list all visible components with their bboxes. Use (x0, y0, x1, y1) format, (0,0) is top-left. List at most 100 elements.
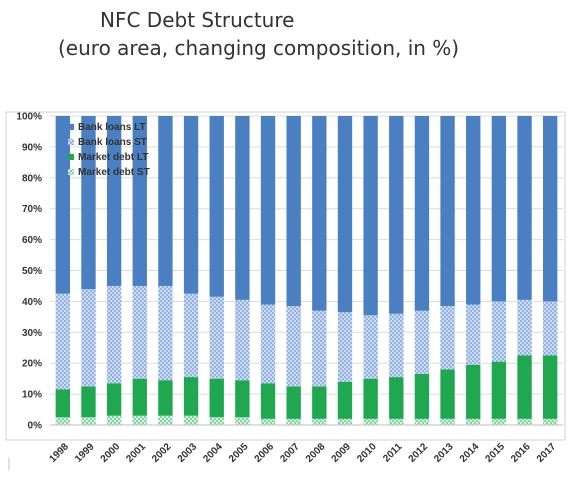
bar-segment-market-debt-lt (132, 378, 147, 416)
bar-segment-bank-loans-lt (542, 116, 558, 302)
y-tick-label: 20% (22, 359, 42, 370)
legend-swatch-market-debt-st (68, 169, 74, 175)
bar-segment-bank-loans-st (389, 313, 404, 378)
bar-segment-bank-loans-st (517, 299, 532, 356)
legend-swatch-bank-loans-st (68, 139, 74, 145)
legend-label-bank-loans-st: Bank loans ST (78, 137, 147, 148)
legend: Bank loans LT Bank loans ST Market debt LT… (68, 122, 150, 178)
plot-frame (5, 111, 566, 441)
bar-segment-bank-loans-st (363, 315, 378, 379)
y-tick-label: 100% (16, 112, 42, 123)
bar-segment-bank-loans-st (183, 293, 199, 378)
x-tick-label: 2012 (407, 441, 431, 465)
bar-segment-market-debt-lt (414, 374, 430, 419)
bar-segment-market-debt-lt (158, 380, 173, 416)
bar-segment-market-debt-lt (517, 355, 532, 419)
x-axis: 1998 1999 2000 2001 2002 2003 2004 2005 2006 2007… (8, 424, 563, 470)
bar-segment-bank-loans-lt (312, 116, 327, 311)
bar-segment-bank-loans-lt (158, 116, 173, 286)
bar-segment-bank-loans-st (286, 306, 301, 387)
bar-segment-bank-loans-st (209, 296, 224, 379)
bar-segment-market-debt-st (542, 418, 558, 425)
legend-swatch-bank-loans-lt (68, 124, 74, 130)
bar-segment-market-debt-lt (440, 369, 455, 419)
bar-segment-bank-loans-st (466, 304, 481, 365)
bar-segment-market-debt-lt (389, 377, 404, 419)
bar-segment-market-debt-lt (542, 355, 558, 419)
x-tick-label: 2007 (278, 441, 302, 465)
bar-segment-bank-loans-st (440, 306, 455, 370)
bar-segment-bank-loans-lt (389, 116, 404, 314)
y-tick-label: 30% (22, 328, 42, 339)
bar-segment-market-debt-lt (235, 380, 250, 418)
y-tick-label: 0% (28, 421, 43, 432)
x-tick-label: 2017 (535, 441, 559, 465)
bar-segment-market-debt-lt (312, 386, 327, 419)
bar-segment-bank-loans-st (337, 312, 353, 382)
x-tick-label: 2015 (483, 441, 507, 465)
legend-label-market-debt-st: Market debt ST (78, 167, 150, 178)
bar-segment-bank-loans-st (132, 285, 147, 379)
x-tick-label: 2016 (509, 441, 533, 465)
bar-segment-market-debt-lt (81, 386, 96, 418)
bar-segment-market-debt-st (337, 418, 353, 425)
bar-segment-market-debt-lt (183, 377, 199, 416)
x-tick-label: 1999 (73, 441, 97, 465)
bar-segment-market-debt-st (440, 418, 455, 425)
y-tick-label: 70% (22, 204, 42, 215)
bar-segment-bank-loans-lt (440, 116, 455, 307)
bar-segment-bank-loans-st (81, 289, 96, 387)
x-tick-label: 2008 (304, 441, 328, 465)
bar-stacks (55, 116, 558, 425)
bar-segment-bank-loans-lt (466, 116, 481, 305)
bar-segment-market-debt-lt (286, 386, 301, 419)
y-tick-label: 40% (22, 297, 42, 308)
x-tick-label: 2013 (432, 441, 456, 465)
bar-segment-market-debt-st (158, 415, 173, 425)
bar-segment-bank-loans-st (491, 301, 507, 362)
x-tick-label: 2006 (253, 441, 277, 465)
bar-segment-bank-loans-st (312, 310, 327, 387)
chart-title: NFC Debt Structure (100, 8, 295, 32)
bar-segment-bank-loans-st (542, 301, 558, 356)
x-tick-label: 2011 (381, 441, 404, 464)
x-tick-label: 2010 (355, 441, 379, 465)
x-tick-label: 2000 (99, 441, 123, 465)
bar-segment-market-debt-st (312, 418, 327, 425)
y-tick-label: 50% (22, 266, 42, 277)
bar-segment-market-debt-lt (337, 381, 353, 419)
bar-segment-bank-loans-lt (106, 116, 122, 286)
bar-segment-market-debt-lt (209, 378, 224, 418)
bar-segment-market-debt-st (132, 415, 147, 425)
bar-segment-market-debt-st (81, 417, 96, 425)
x-tick-label: 2003 (176, 441, 200, 465)
bar-segment-market-debt-lt (363, 378, 378, 419)
x-tick-label: 2005 (227, 441, 251, 465)
legend-label-market-debt-lt: Market debt LT (78, 152, 148, 163)
bar-segment-bank-loans-lt (183, 116, 199, 294)
x-tick-label: 1998 (47, 441, 71, 465)
y-tick-label: 60% (22, 235, 42, 246)
bar-segment-bank-loans-lt (55, 116, 71, 294)
bar-segment-market-debt-st (106, 415, 122, 425)
x-tick-label: 2004 (201, 441, 225, 465)
bar-segment-market-debt-st (466, 418, 481, 425)
bar-segment-market-debt-st (491, 418, 507, 425)
bar-segment-bank-loans-lt (260, 116, 276, 305)
bar-segment-market-debt-st (209, 417, 224, 425)
bar-segment-bank-loans-lt (132, 116, 147, 286)
bar-segment-market-debt-st (183, 415, 199, 425)
bar-segment-bank-loans-lt (209, 116, 224, 297)
bar-segment-market-debt-st (389, 418, 404, 425)
bar-segment-bank-loans-st (235, 299, 250, 381)
bar-segment-market-debt-lt (466, 364, 481, 419)
y-tick-label: 90% (22, 142, 42, 153)
bar-segment-market-debt-lt (55, 389, 71, 418)
y-tick-label: 10% (22, 390, 42, 401)
bar-segment-bank-loans-lt (337, 116, 353, 313)
bar-segment-bank-loans-lt (363, 116, 378, 316)
bar-segment-bank-loans-lt (81, 116, 96, 290)
bar-segment-bank-loans-lt (414, 116, 430, 311)
legend-label-bank-loans-lt: Bank loans LT (78, 122, 146, 133)
bar-segment-market-debt-st (55, 417, 71, 425)
